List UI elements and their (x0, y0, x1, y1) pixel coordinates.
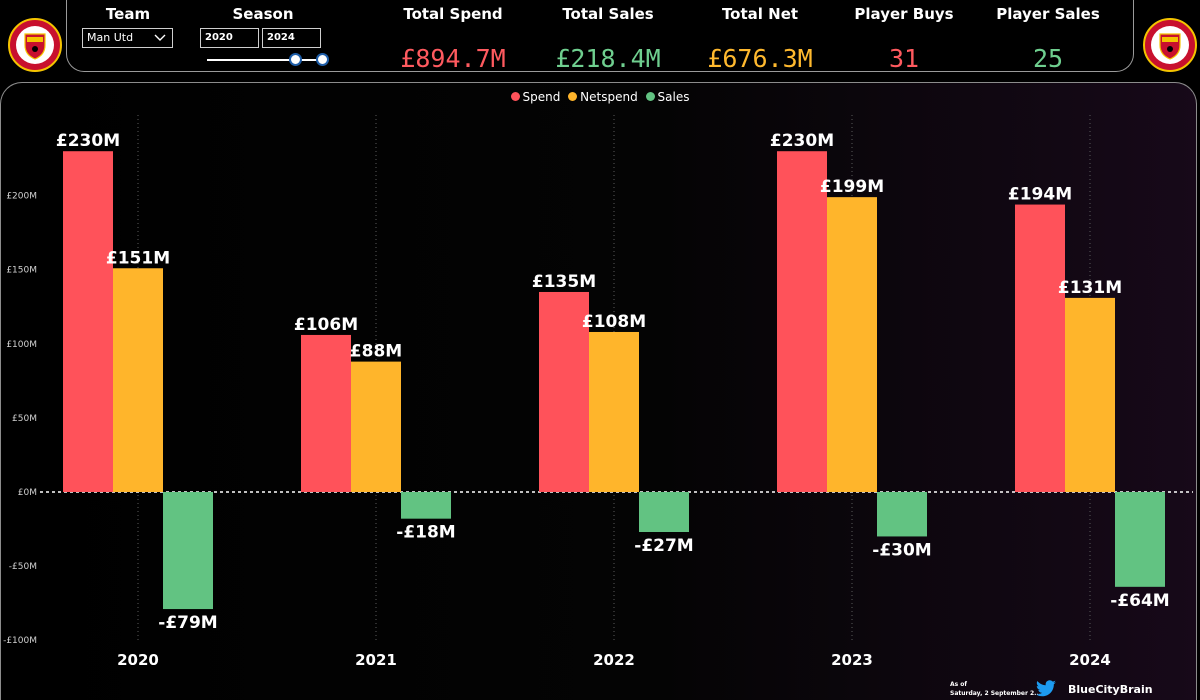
legend-dot-spend (510, 92, 520, 101)
bar-spend (301, 334, 351, 492)
x-tick-label: 2021 (355, 651, 397, 669)
kpi-total-spend-label: Total Spend (403, 5, 503, 23)
kpi-total-sales-label: Total Sales (562, 5, 654, 23)
legend-dot-netspend (568, 92, 578, 101)
legend-item-spend[interactable]: Spend (510, 90, 561, 104)
legend-label-sales: Sales (657, 90, 690, 104)
season-end-input[interactable]: 2024 (262, 28, 321, 48)
kpi-total-net-label: Total Net (721, 5, 799, 23)
data-label: £106M (294, 315, 358, 335)
y-tick-label: -£100M (3, 636, 37, 646)
data-label: £131M (1058, 278, 1122, 298)
season-slider-end-handle[interactable] (316, 53, 329, 66)
bar-spend (1015, 204, 1065, 492)
bar-netspend (589, 331, 639, 492)
bar-sales (877, 492, 927, 537)
chevron-down-icon (154, 34, 166, 41)
kpi-player-buys-value: 31 (888, 44, 920, 73)
data-label: £199M (820, 177, 884, 197)
team-filter-label: Team (105, 5, 151, 23)
season-slider-track[interactable] (207, 59, 323, 61)
bar-sales (163, 492, 213, 610)
x-tick-label: 2024 (1069, 651, 1111, 669)
data-label: -£18M (396, 523, 455, 543)
kpi-total-spend-value: £894.7M (400, 44, 506, 73)
kpi-player-buys-label: Player Buys (854, 5, 954, 23)
y-tick-label: £100M (6, 340, 37, 350)
x-tick-label: 2023 (831, 651, 873, 669)
season-filter-label: Season (232, 5, 294, 23)
legend-label-spend: Spend (522, 90, 561, 104)
y-tick-label: £150M (6, 266, 37, 276)
data-label: -£30M (872, 540, 931, 560)
bar-spend (777, 151, 827, 493)
y-tick-label: £0M (18, 488, 37, 498)
data-label: £108M (582, 312, 646, 332)
as-of-date: Saturday, 2 September 2... (950, 690, 1042, 697)
data-label: £194M (1008, 185, 1072, 205)
bar-netspend (113, 268, 163, 492)
kpi-player-sales-value: 25 (1032, 44, 1064, 73)
bar-sales (401, 492, 451, 519)
data-label: -£27M (634, 536, 693, 556)
season-start-input[interactable]: 2020 (200, 28, 259, 48)
season-slider-start-handle[interactable] (289, 53, 302, 66)
data-label: £230M (56, 131, 120, 151)
twitter-handle[interactable]: BlueCityBrain (1068, 683, 1153, 696)
legend-label-netspend: Netspend (580, 90, 638, 104)
data-label: £151M (106, 248, 170, 268)
bar-spend (63, 151, 113, 493)
team-dropdown-value: Man Utd (87, 31, 134, 44)
data-label: -£64M (1110, 591, 1169, 611)
chart-legend: Spend Netspend Sales (0, 90, 1200, 104)
bar-netspend (1065, 297, 1115, 492)
bar-netspend (827, 197, 877, 492)
legend-item-sales[interactable]: Sales (645, 90, 690, 104)
bar-spend (539, 291, 589, 492)
kpi-player-sales-label: Player Sales (996, 5, 1100, 23)
bar-sales (1115, 492, 1165, 587)
data-label: £88M (350, 342, 402, 362)
bar-sales (639, 492, 689, 533)
bar-netspend (351, 361, 401, 492)
kpi-total-sales-value: £218.4M (555, 44, 661, 73)
kpi-total-net-value: £676.3M (707, 44, 813, 73)
y-tick-label: £200M (6, 192, 37, 202)
twitter-icon[interactable] (1035, 680, 1057, 698)
x-tick-label: 2020 (117, 651, 159, 669)
data-label: £230M (770, 131, 834, 151)
legend-dot-sales (645, 92, 655, 101)
data-label: -£79M (158, 613, 217, 633)
y-tick-label: £50M (12, 414, 37, 424)
y-tick-label: -£50M (9, 562, 37, 572)
as-of-label: As of (950, 681, 968, 688)
data-label: £135M (532, 272, 596, 292)
team-dropdown[interactable]: Man Utd (82, 28, 173, 48)
club-crest-icon (8, 18, 62, 72)
club-crest-icon (1143, 18, 1197, 72)
legend-item-netspend[interactable]: Netspend (568, 90, 638, 104)
x-tick-label: 2022 (593, 651, 635, 669)
as-of-text: As of Saturday, 2 September 2... (950, 680, 1041, 698)
